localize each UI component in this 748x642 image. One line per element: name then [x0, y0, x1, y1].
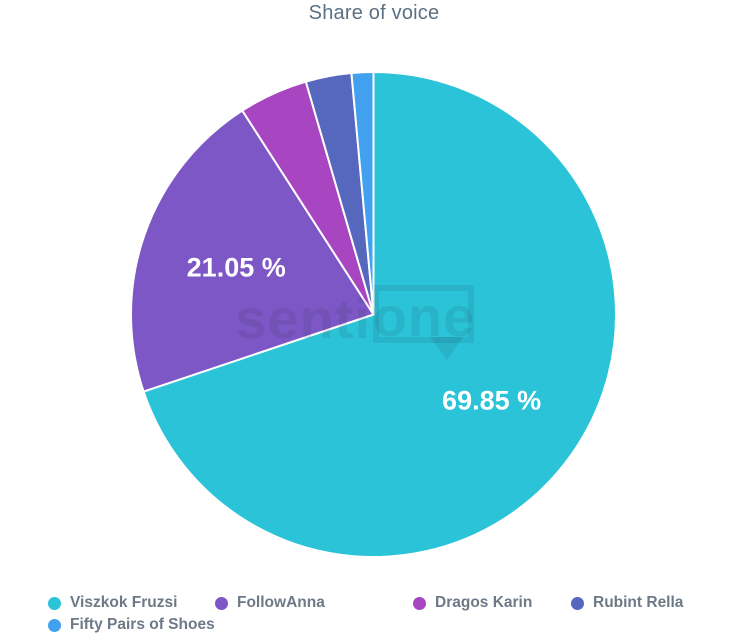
watermark-one-text: one	[373, 285, 476, 348]
legend-label: Fifty Pairs of Shoes	[70, 616, 215, 633]
chart-legend: Viszkok Fruzsi FollowAnna Dragos Karin Rubi…	[48, 594, 740, 634]
legend-dot	[48, 596, 61, 610]
pie-slice-4[interactable]	[350, 71, 375, 316]
legend-item-4[interactable]: Fifty Pairs of Shoes	[48, 616, 215, 634]
sentione-watermark: senti one	[235, 285, 476, 360]
legend-item-1[interactable]: FollowAnna	[215, 594, 413, 612]
legend-label: Viszkok Fruzsi	[70, 594, 178, 611]
legend-label: Rubint Rella	[593, 594, 684, 611]
watermark-speech-bubble-box	[373, 285, 474, 343]
watermark-speech-bubble-tail	[430, 337, 463, 360]
legend-dot	[48, 618, 61, 632]
pie-slice-1[interactable]	[130, 109, 375, 393]
legend-dot	[571, 596, 584, 610]
slice-label-1: 21.05 %	[187, 252, 286, 282]
slice-label-0: 69.85 %	[442, 386, 541, 416]
legend-label: Dragos Karin	[435, 594, 533, 611]
legend-dot	[215, 596, 228, 610]
legend-item-0[interactable]: Viszkok Fruzsi	[48, 594, 215, 612]
pie-slice-0[interactable]	[142, 71, 617, 558]
legend-dot	[413, 596, 426, 610]
legend-item-2[interactable]: Dragos Karin	[413, 594, 571, 612]
chart-title: Share of voice	[308, 2, 440, 24]
legend-item-3[interactable]: Rubint Rella	[571, 594, 740, 612]
watermark-senti-text: senti	[235, 287, 371, 350]
legend-label: FollowAnna	[237, 594, 325, 611]
